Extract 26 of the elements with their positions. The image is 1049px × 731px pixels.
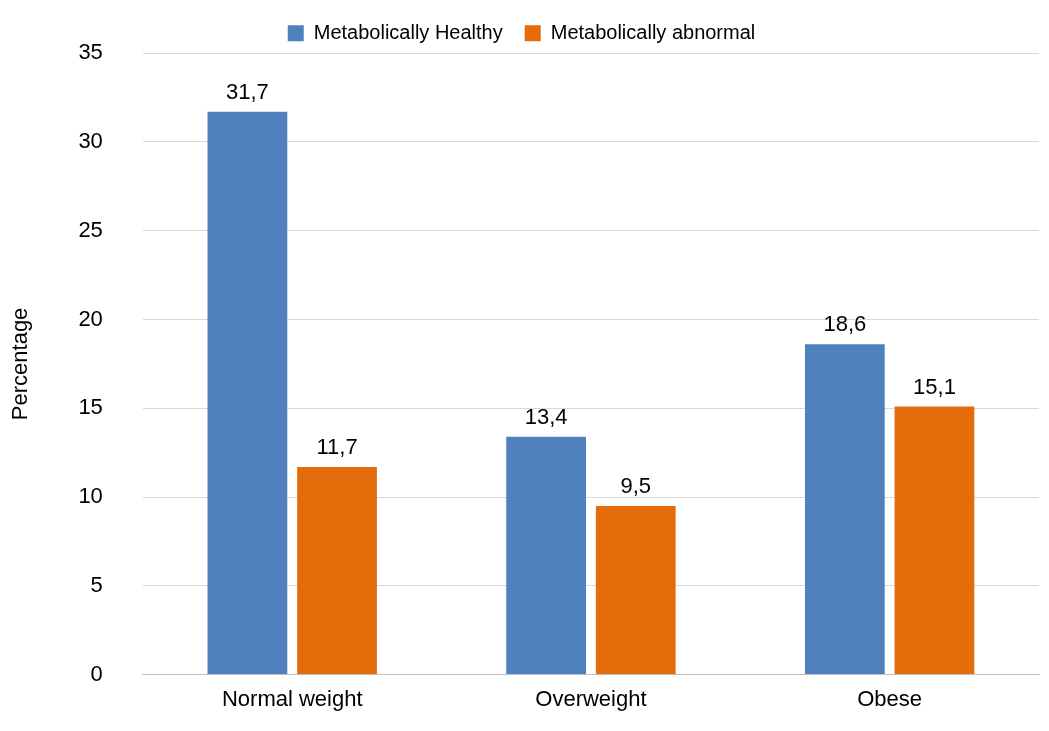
y-tick-label: 30 [78, 128, 103, 154]
y-tick-label: 35 [78, 39, 103, 65]
data-label: 15,1 [913, 373, 956, 399]
y-axis-title: Percentage [7, 307, 33, 421]
bar [297, 466, 377, 675]
data-label: 9,5 [620, 473, 652, 498]
x-tick-label: Obese [857, 685, 923, 711]
bar [207, 111, 288, 675]
y-tick-label: 10 [78, 483, 103, 509]
legend-label: Metabolically Healthy [313, 20, 503, 43]
y-tick-label: 25 [78, 216, 103, 242]
y-tick-label: 20 [78, 305, 103, 331]
data-label: 31,7 [226, 78, 269, 104]
bar [506, 436, 587, 675]
legend-label: Metabolically abnormal [550, 20, 756, 43]
y-tick-label: 0 [90, 660, 103, 686]
bar [804, 344, 885, 675]
bar [595, 505, 676, 675]
data-label: 13,4 [524, 403, 568, 429]
x-tick-label: Normal weight [221, 685, 363, 711]
bar [894, 406, 975, 675]
y-tick-label: 15 [78, 394, 103, 420]
data-label: 11,7 [316, 433, 358, 459]
x-tick-label: Overweight [535, 685, 647, 711]
y-tick-label: 5 [90, 571, 103, 597]
data-label: 18,6 [823, 311, 867, 337]
